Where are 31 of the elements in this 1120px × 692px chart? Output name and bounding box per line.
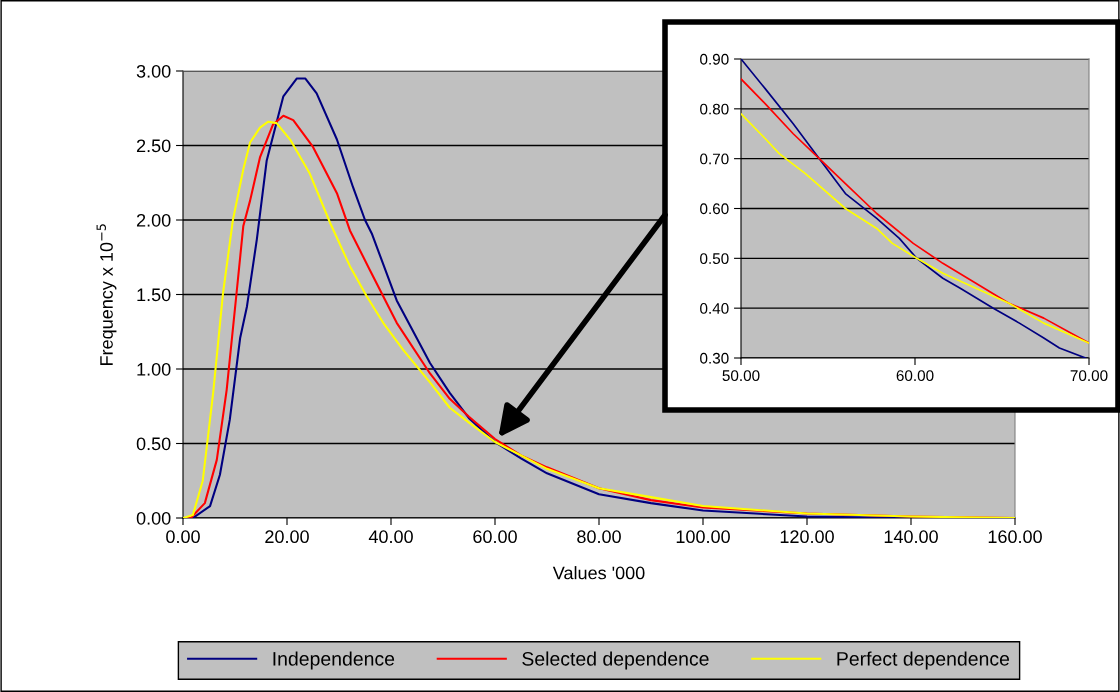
x-tick-label: 20.00 <box>265 530 309 544</box>
y-tick-label: 0.50 <box>136 437 171 451</box>
legend-label: Perfect dependence <box>837 651 1010 670</box>
y-tick-label: 2.50 <box>136 139 171 153</box>
x-tick-label: 140.00 <box>884 530 938 544</box>
x-tick-label: 40.00 <box>368 530 413 544</box>
y-tick-label: 2.00 <box>136 213 171 227</box>
x-tick-label: 120.00 <box>780 530 834 544</box>
y-tick-label: 0.80 <box>700 103 729 115</box>
x-tick-label: 0.00 <box>166 530 200 544</box>
y-tick-label: 3.00 <box>136 64 171 78</box>
x-tick-label: 70.00 <box>1070 370 1108 382</box>
legend-label: Independence <box>273 651 395 670</box>
legend-label: Selected dependence <box>522 651 709 670</box>
x-tick-label: 80.00 <box>577 530 621 544</box>
y-tick-label: 0.50 <box>700 253 729 265</box>
y-tick-label: 0.70 <box>700 153 729 165</box>
y-tick-label: 0.30 <box>700 352 729 364</box>
y-tick-label: 0.40 <box>700 303 729 314</box>
y-tick-label: 0.90 <box>700 53 729 65</box>
y-axis-title: Frequency x 10$^{−5}$ <box>96 224 117 365</box>
y-tick-label: 0.00 <box>136 511 171 525</box>
x-tick-label: 100.00 <box>676 530 730 544</box>
y-tick-label: 1.00 <box>137 362 171 376</box>
y-tick-label: 0.60 <box>700 203 729 215</box>
y-tick-label: 1.50 <box>137 288 171 302</box>
x-tick-label: 50.00 <box>722 370 760 382</box>
x-tick-label: 160.00 <box>988 530 1042 544</box>
x-tick-label: 60.00 <box>473 530 517 544</box>
x-tick-label: 60.00 <box>896 370 934 382</box>
x-axis-title: Values '000 <box>552 566 645 580</box>
